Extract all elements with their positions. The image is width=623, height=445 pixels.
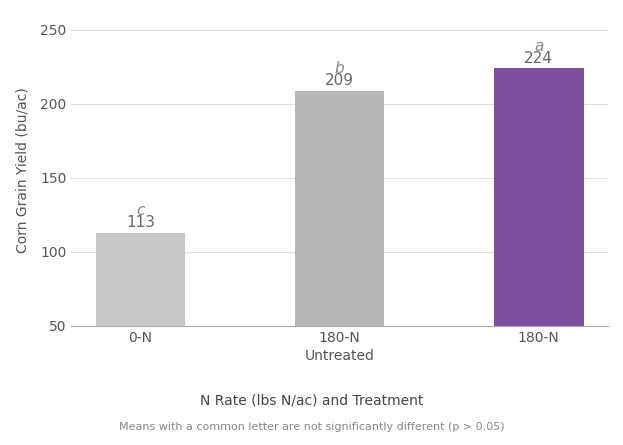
Text: 209: 209: [325, 73, 354, 88]
Text: 224: 224: [525, 51, 553, 66]
Text: Means with a common letter are not significantly different (p > 0.05): Means with a common letter are not signi…: [119, 422, 504, 432]
Bar: [494, 69, 584, 400]
Bar: [96, 233, 186, 400]
Text: c: c: [136, 203, 145, 218]
Bar: [295, 90, 384, 400]
Text: b: b: [335, 61, 345, 76]
Text: N Rate (lbs N/ac) and Treatment: N Rate (lbs N/ac) and Treatment: [200, 393, 423, 408]
Text: 113: 113: [126, 215, 155, 231]
Y-axis label: Corn Grain Yield (bu/ac): Corn Grain Yield (bu/ac): [15, 88, 29, 253]
Text: a: a: [534, 39, 543, 53]
